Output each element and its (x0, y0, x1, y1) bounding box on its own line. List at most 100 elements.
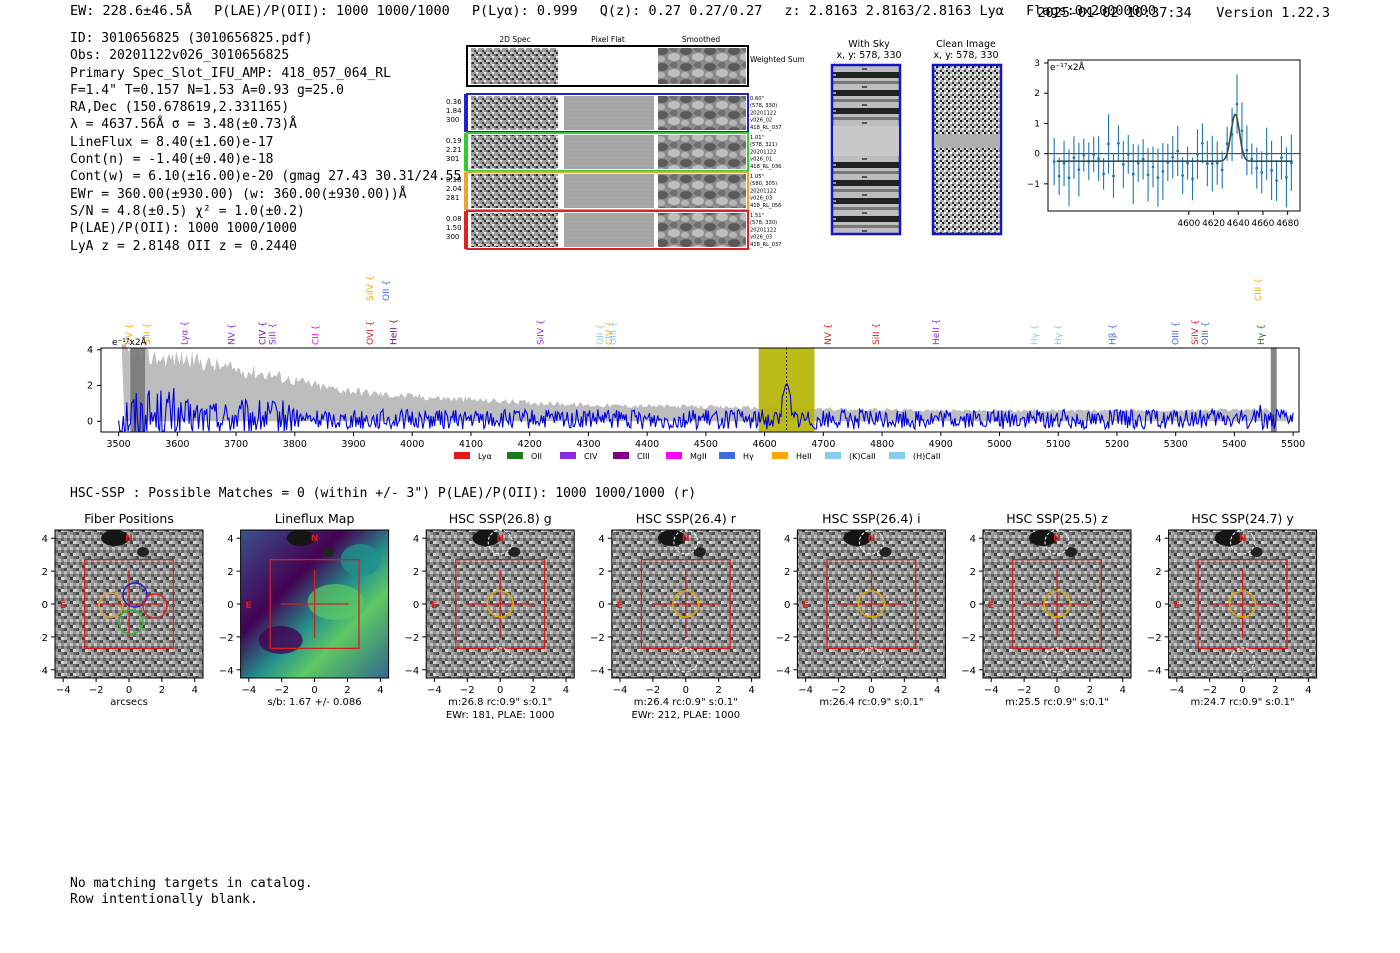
zoom-data-point (1112, 174, 1115, 178)
hsc-x-tick-label: −4 (1169, 685, 1184, 696)
hsc-x-tick-label: −2 (831, 685, 846, 696)
col-label-2d-spec: 2D Spec (499, 35, 530, 44)
legend-swatch (454, 452, 470, 459)
zoom-data-point (1250, 157, 1254, 161)
cutout-row-marker (464, 133, 467, 171)
info-line: F=1.4" T=0.157 N=1.53 A=0.93 g=25.0 (70, 82, 344, 98)
neighbor-circle (1230, 529, 1256, 555)
emission-line-label: SiIV { (366, 275, 376, 301)
fiber-circle (118, 609, 144, 635)
emission-line-label: SiII { (872, 323, 882, 345)
zoom-data-point (1097, 157, 1101, 161)
hsc-y-tick-label: −2 (776, 633, 791, 644)
hsc-x-tick-label: 2 (901, 685, 907, 696)
zoom-data-point (1181, 174, 1185, 177)
clean-image-title: Clean Image (936, 39, 996, 50)
zoom-data-point (1121, 162, 1125, 166)
hsc-panel: Fiber Positions N E −4 −4 −2 −2 0 0 2 2 4 4 arcsecs (40, 511, 204, 708)
source-blob (137, 547, 149, 557)
cutout-left-stat: 0.19 (446, 137, 462, 145)
zoom-data-point (1240, 129, 1244, 133)
cutout-right-info: 1.01" (750, 135, 764, 141)
source-blob (693, 547, 706, 557)
hsc-y-tick-label: 0 (598, 600, 604, 611)
cutout-right-info: (578, 330) (750, 103, 777, 109)
east-label: E (988, 601, 994, 611)
emission-line-label: CII { (311, 325, 321, 345)
emission-line-label: Hγ { (1257, 324, 1267, 345)
col-label-smoothed: Smoothed (682, 35, 721, 44)
cutout-right-info: 20201122 (750, 149, 776, 155)
cutout-right-info: (580, 305) (750, 181, 777, 187)
emission-line-label: CIV { (258, 321, 268, 345)
masked-region (1270, 348, 1277, 432)
hsc-imaging-row: Fiber Positions N E −4 −4 −2 −2 0 0 2 2 4 4 arcsecs Li… (40, 511, 1318, 721)
hsc-x-tick-label: 4 (377, 685, 383, 696)
hsc-y-tick-label: 2 (598, 567, 604, 578)
hsc-y-tick-label: −4 (590, 666, 605, 677)
cutout-right-info: (578, 321) (750, 142, 777, 148)
zoom-y-tick-label: 0 (1034, 150, 1040, 160)
cutout-right-info: 20201122 (750, 227, 776, 233)
detection-info: ID: 3010656825 (3010656825.pdf) Obs: 202… (70, 30, 485, 255)
cutout-2d-spec (471, 213, 558, 247)
info-line: Primary Spec_Slot_IFU_AMP: 418_057_064_R… (70, 65, 391, 81)
aperture-circle (1228, 590, 1257, 618)
zoom-data-point (1191, 177, 1194, 181)
with-sky-band (833, 126, 899, 156)
neighbor-circle (1230, 647, 1256, 673)
zoom-x-tick-label: 4680 (1276, 219, 1299, 229)
spectrum-x-tick-label: 3700 (224, 439, 248, 450)
legend-swatch (666, 452, 682, 459)
fiber-circle (98, 592, 124, 618)
cutout-right-info: (578, 330) (750, 220, 777, 226)
hsc-y-tick-label: −2 (590, 633, 605, 644)
zoom-data-point (1196, 152, 1199, 156)
zoom-data-point (1082, 153, 1086, 157)
flux-blob (307, 584, 364, 620)
hsc-y-tick-label: 4 (227, 534, 233, 545)
neighbor-circle (858, 529, 884, 555)
cutout-right-info: v026_03 (750, 196, 772, 202)
clean-image-coords: x, y: 578, 330 (933, 50, 998, 61)
hsc-x-tick-label: −4 (613, 685, 628, 696)
hsc-x-tick-label: −2 (1017, 685, 1032, 696)
spectrum-x-tick-label: 3800 (283, 439, 307, 450)
hsc-caption: m:25.5 rc:0.9" s:0.1" (1005, 697, 1109, 708)
zoom-data-point (1067, 176, 1071, 180)
weighted-sum-smoothed (658, 48, 746, 84)
cutout-smoothed (658, 213, 746, 247)
qz-value: Q(z): 0.27 0.27/0.27 (599, 3, 763, 19)
hsc-y-tick-label: 2 (227, 567, 233, 578)
cutout-row-marker (464, 211, 467, 249)
info-line: S/N = 4.8(±0.5) χ² = 1.0(±0.2) (70, 203, 305, 219)
emission-line-labels: NV {SiII {Lyα {NV {CIV {SiII {CII {OVI {… (125, 275, 1267, 345)
hsc-panel: HSC SSP(26.4) i N E −4 −4 −2 −2 0 0 2 2 4 4 m:26.4 rc… (776, 511, 946, 708)
zoom-x-tick-label: 4640 (1227, 219, 1250, 229)
hsc-panel-title: HSC SSP(26.4) r (636, 511, 737, 526)
hsc-panel-title: HSC SSP(25.5) z (1006, 511, 1108, 526)
cutout-left-stat: 0.08 (446, 215, 462, 223)
hsc-panels: Fiber Positions N E −4 −4 −2 −2 0 0 2 2 4 4 arcsecs Li… (40, 511, 1318, 721)
cutout-left-stat: 0.18 (446, 176, 462, 184)
cutout-left-stat: 300 (446, 116, 459, 124)
cutout-right-info: 1.51" (750, 213, 764, 219)
hsc-y-tick-label: −4 (404, 666, 419, 677)
hsc-y-tick-label: −4 (961, 666, 976, 677)
emission-line-label: SiIV { (536, 319, 546, 345)
cutout-row-marker (464, 172, 467, 210)
emission-line-label: HeII { (389, 319, 399, 345)
zoom-data-point (1136, 161, 1140, 165)
hsc-y-tick-label: 2 (784, 567, 790, 578)
weighted-sum-text: Weighted Sum (750, 55, 805, 64)
emission-line-label: OVI { (366, 321, 376, 345)
hsc-y-tick-label: 4 (413, 534, 419, 545)
hsc-x-tick-label: 0 (1054, 685, 1060, 696)
hsc-panel-title: Lineflux Map (275, 511, 355, 526)
spectrum-x-tick-label: 5300 (1164, 439, 1188, 450)
hsc-y-tick-label: −4 (1147, 666, 1162, 677)
cutout-2d-spec (471, 96, 558, 130)
hsc-x-tick-label: 4 (1120, 685, 1126, 696)
legend-swatch (613, 452, 629, 459)
hsc-x-tick-label: 4 (563, 685, 569, 696)
